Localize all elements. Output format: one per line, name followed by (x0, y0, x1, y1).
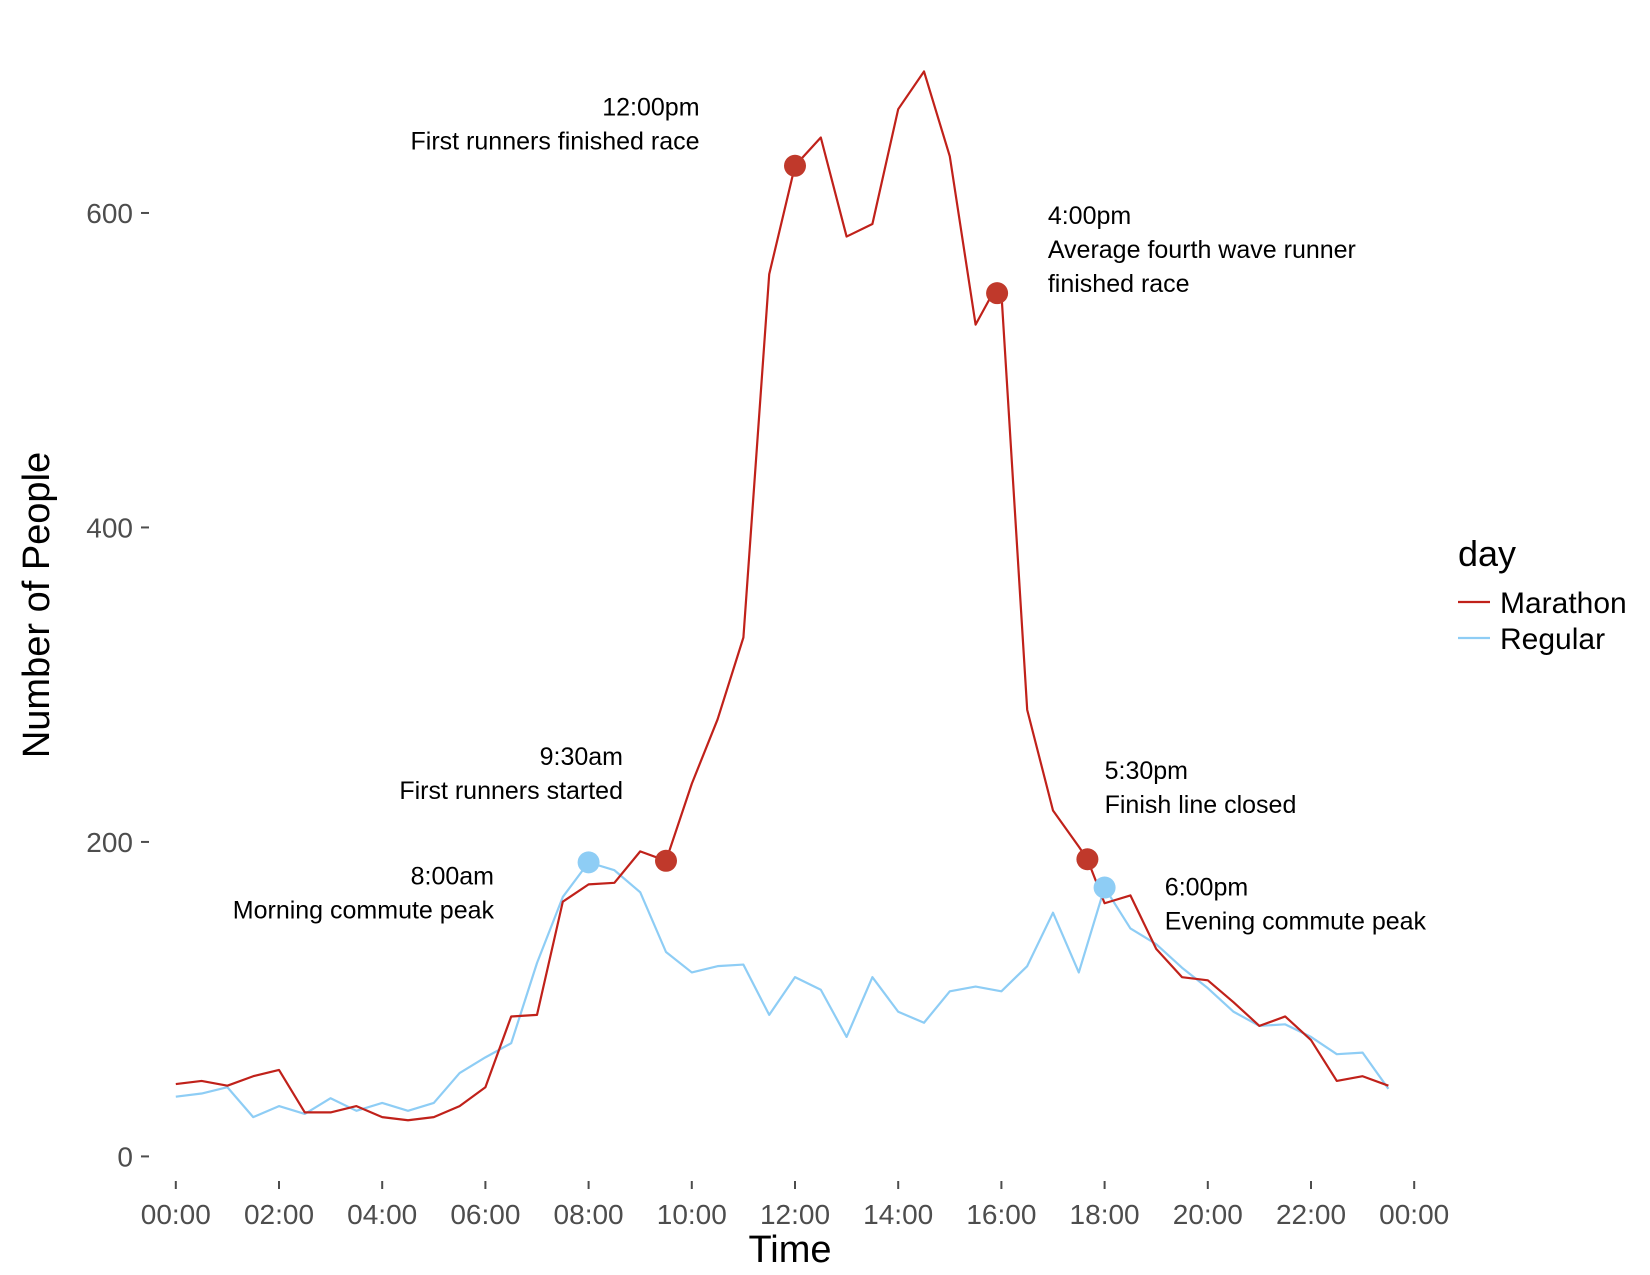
x-tick-label: 14:00 (863, 1199, 933, 1230)
highlight-point (655, 849, 677, 872)
x-tick-label: 22:00 (1276, 1199, 1346, 1230)
legend-label-marathon: Marathon (1500, 587, 1627, 620)
annotation-text: Finish line closed (1105, 791, 1297, 819)
y-axis-title: Number of People (16, 452, 58, 758)
legend-label-regular: Regular (1500, 623, 1605, 656)
annotation-text: 8:00am (411, 862, 494, 890)
x-tick-label: 20:00 (1173, 1199, 1243, 1230)
annotation-text: 12:00pm (602, 93, 699, 121)
highlight-point (986, 282, 1009, 305)
y-tick-label: 400 (86, 512, 133, 543)
x-tick-label: 10:00 (657, 1199, 727, 1230)
annotation-text: Evening commute peak (1165, 907, 1427, 935)
x-tick-label: 18:00 (1070, 1199, 1140, 1230)
x-axis: 00:00 02:00 04:00 06:00 08:00 10:00 12:00 14:00… (141, 1181, 1449, 1230)
x-tick-label: 00:00 (1379, 1199, 1449, 1230)
annotations: 12:00pm First runners finished race 4:00pm… (233, 93, 1427, 935)
annotation-text: 4:00pm (1048, 202, 1131, 230)
series-layer (175, 70, 1390, 1122)
x-axis-title: Time (748, 1229, 831, 1271)
annotation-text: First runners finished race (411, 127, 700, 155)
series-line-marathon (175, 70, 1389, 1122)
legend-title: day (1458, 533, 1516, 574)
x-tick-label: 12:00 (760, 1199, 830, 1230)
annotation-text: finished race (1048, 270, 1190, 298)
x-tick-label: 04:00 (347, 1199, 417, 1230)
series-line-regular (175, 861, 1390, 1119)
highlight-point (784, 154, 806, 177)
y-tick-label: 0 (117, 1141, 133, 1172)
x-tick-label: 16:00 (966, 1199, 1036, 1230)
annotation-text: Average fourth wave runner (1048, 236, 1356, 264)
y-tick-label: 600 (86, 198, 133, 229)
highlight-point (1093, 876, 1116, 899)
highlight-point (1076, 848, 1099, 871)
annotation-text: 5:30pm (1105, 757, 1188, 785)
x-tick-label: 00:00 (141, 1199, 211, 1230)
highlight-points (577, 154, 1116, 899)
y-tick-label: 200 (86, 827, 133, 858)
y-axis: 0 200 400 600 (86, 198, 149, 1172)
annotation-text: 6:00pm (1165, 873, 1248, 901)
annotation-text: Morning commute peak (233, 896, 495, 924)
annotation-text: 9:30am (540, 743, 623, 771)
x-tick-label: 02:00 (244, 1199, 314, 1230)
annotation-text: First runners started (399, 777, 623, 805)
highlight-point (577, 851, 600, 874)
x-tick-label: 08:00 (554, 1199, 624, 1230)
x-tick-label: 06:00 (450, 1199, 520, 1230)
